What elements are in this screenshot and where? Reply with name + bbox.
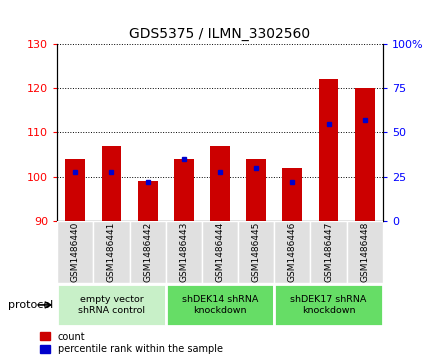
- Bar: [102, 146, 121, 221]
- Bar: [57, 221, 93, 283]
- Text: GSM1486442: GSM1486442: [143, 222, 152, 282]
- Bar: [238, 221, 274, 283]
- Bar: [166, 284, 274, 326]
- Bar: [319, 79, 338, 221]
- Bar: [274, 221, 311, 283]
- Bar: [138, 182, 158, 221]
- Text: GSM1486446: GSM1486446: [288, 222, 297, 282]
- Text: GSM1486447: GSM1486447: [324, 222, 333, 282]
- Bar: [93, 221, 129, 283]
- Text: empty vector
shRNA control: empty vector shRNA control: [78, 295, 145, 315]
- Bar: [166, 221, 202, 283]
- Bar: [57, 284, 166, 326]
- Bar: [66, 159, 85, 221]
- Text: shDEK14 shRNA
knockdown: shDEK14 shRNA knockdown: [182, 295, 258, 315]
- Text: shDEK17 shRNA
knockdown: shDEK17 shRNA knockdown: [290, 295, 367, 315]
- Text: GSM1486440: GSM1486440: [71, 222, 80, 282]
- Bar: [311, 221, 347, 283]
- Legend: count, percentile rank within the sample: count, percentile rank within the sample: [40, 331, 223, 355]
- Bar: [347, 221, 383, 283]
- Bar: [274, 284, 383, 326]
- Title: GDS5375 / ILMN_3302560: GDS5375 / ILMN_3302560: [129, 27, 311, 41]
- Text: protocol: protocol: [7, 300, 53, 310]
- Bar: [174, 159, 194, 221]
- Bar: [355, 88, 375, 221]
- Text: GSM1486445: GSM1486445: [252, 222, 260, 282]
- Bar: [202, 221, 238, 283]
- Text: GSM1486444: GSM1486444: [216, 222, 224, 282]
- Bar: [210, 146, 230, 221]
- Text: GSM1486443: GSM1486443: [180, 222, 188, 282]
- Text: GSM1486441: GSM1486441: [107, 222, 116, 282]
- Text: GSM1486448: GSM1486448: [360, 222, 369, 282]
- Bar: [246, 159, 266, 221]
- Bar: [282, 168, 302, 221]
- Bar: [129, 221, 166, 283]
